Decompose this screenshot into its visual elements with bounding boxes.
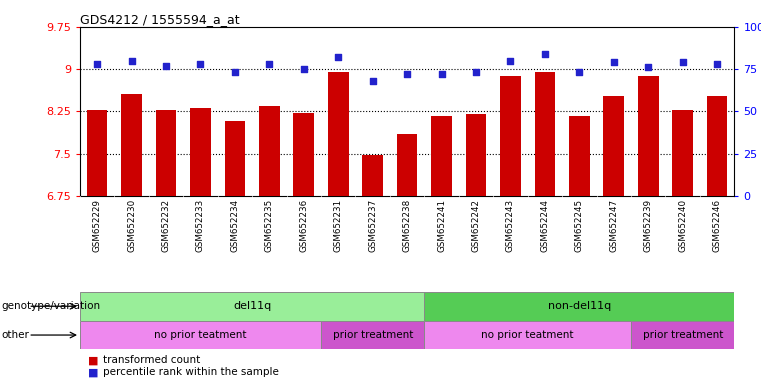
Text: percentile rank within the sample: percentile rank within the sample: [103, 367, 279, 377]
Text: ■: ■: [88, 367, 98, 377]
Point: [160, 63, 172, 69]
Point: [229, 70, 241, 76]
Text: GSM652243: GSM652243: [506, 199, 515, 252]
Text: no prior teatment: no prior teatment: [154, 330, 247, 340]
Bar: [294, 113, 314, 196]
Bar: [121, 94, 142, 196]
Bar: [396, 134, 418, 196]
Text: GSM652247: GSM652247: [610, 199, 618, 252]
Point: [91, 61, 103, 67]
Bar: [224, 121, 245, 196]
Bar: [156, 110, 177, 196]
Text: GSM652232: GSM652232: [161, 199, 170, 252]
Text: GSM652234: GSM652234: [231, 199, 240, 252]
Bar: [534, 72, 556, 196]
Bar: [259, 106, 280, 196]
Point: [126, 58, 138, 64]
Bar: [425, 292, 734, 321]
Bar: [466, 114, 486, 196]
Point: [194, 61, 206, 67]
Text: GSM652233: GSM652233: [196, 199, 205, 252]
Text: prior treatment: prior treatment: [642, 330, 723, 340]
Text: GSM652238: GSM652238: [403, 199, 412, 252]
Point: [711, 61, 723, 67]
Bar: [638, 76, 658, 196]
Bar: [707, 96, 728, 196]
Text: genotype/variation: genotype/variation: [2, 301, 100, 311]
Text: GSM652240: GSM652240: [678, 199, 687, 252]
Text: GSM652239: GSM652239: [644, 199, 653, 252]
Bar: [603, 96, 624, 196]
Text: other: other: [2, 330, 30, 340]
Text: GSM652246: GSM652246: [712, 199, 721, 252]
Text: GSM652231: GSM652231: [334, 199, 342, 252]
Text: GSM652237: GSM652237: [368, 199, 377, 252]
Point: [677, 59, 689, 65]
Text: non-del11q: non-del11q: [548, 301, 611, 311]
Point: [401, 71, 413, 77]
Text: GSM652236: GSM652236: [299, 199, 308, 252]
Point: [367, 78, 379, 84]
Bar: [87, 110, 107, 196]
Point: [332, 54, 344, 60]
Point: [263, 61, 275, 67]
Bar: [328, 72, 349, 196]
Point: [642, 65, 654, 71]
Bar: [500, 76, 521, 196]
Text: GSM652235: GSM652235: [265, 199, 274, 252]
Point: [470, 70, 482, 76]
Bar: [673, 110, 693, 196]
Bar: [80, 321, 321, 349]
Bar: [190, 108, 211, 196]
Text: GDS4212 / 1555594_a_at: GDS4212 / 1555594_a_at: [80, 13, 240, 26]
Bar: [431, 116, 452, 196]
Point: [298, 66, 310, 72]
Text: transformed count: transformed count: [103, 355, 200, 365]
Text: GSM652242: GSM652242: [472, 199, 480, 252]
Text: prior treatment: prior treatment: [333, 330, 413, 340]
Text: GSM652229: GSM652229: [93, 199, 102, 252]
Text: GSM652244: GSM652244: [540, 199, 549, 252]
Point: [505, 58, 517, 64]
Text: del11q: del11q: [233, 301, 271, 311]
Bar: [425, 321, 631, 349]
Point: [608, 59, 620, 65]
Text: GSM652245: GSM652245: [575, 199, 584, 252]
Bar: [569, 116, 590, 196]
Text: no prior teatment: no prior teatment: [482, 330, 574, 340]
Point: [539, 51, 551, 57]
Text: GSM652230: GSM652230: [127, 199, 136, 252]
Text: GSM652241: GSM652241: [437, 199, 446, 252]
Bar: [321, 321, 425, 349]
Bar: [80, 292, 425, 321]
Text: ■: ■: [88, 355, 98, 365]
Bar: [362, 155, 383, 196]
Point: [573, 70, 585, 76]
Bar: [631, 321, 734, 349]
Point: [435, 71, 447, 77]
